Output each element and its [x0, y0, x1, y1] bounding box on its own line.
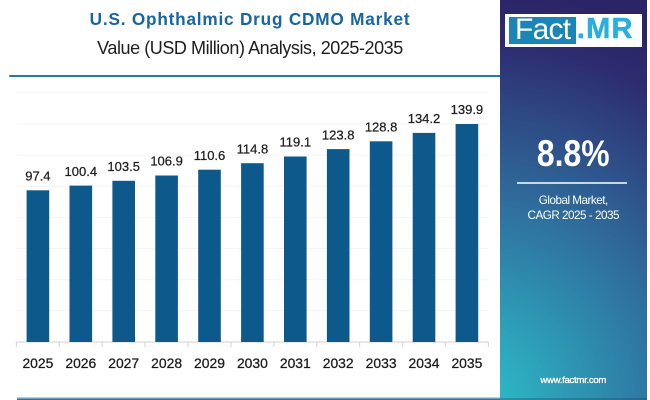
svg-text:103.5: 103.5 [107, 159, 140, 174]
svg-text:2033: 2033 [366, 355, 397, 371]
svg-text:114.8: 114.8 [237, 141, 269, 156]
svg-text:139.9: 139.9 [451, 102, 484, 117]
svg-text:2030: 2030 [237, 355, 268, 371]
svg-text:128.8: 128.8 [365, 120, 398, 135]
svg-text:97.4: 97.4 [25, 169, 50, 184]
svg-text:134.2: 134.2 [408, 111, 441, 126]
svg-text:2027: 2027 [108, 355, 139, 371]
svg-text:110.6: 110.6 [194, 148, 226, 163]
svg-text:2028: 2028 [151, 355, 182, 371]
svg-text:2031: 2031 [280, 355, 311, 371]
svg-text:119.1: 119.1 [280, 135, 312, 150]
svg-text:106.9: 106.9 [150, 154, 183, 169]
svg-text:2026: 2026 [65, 355, 96, 371]
svg-text:2029: 2029 [194, 355, 225, 371]
svg-text:2025: 2025 [22, 355, 53, 371]
svg-text:2035: 2035 [451, 355, 482, 371]
svg-text:2032: 2032 [323, 355, 354, 371]
svg-text:123.8: 123.8 [322, 127, 355, 142]
svg-text:2034: 2034 [409, 355, 440, 371]
svg-text:100.4: 100.4 [65, 164, 98, 179]
